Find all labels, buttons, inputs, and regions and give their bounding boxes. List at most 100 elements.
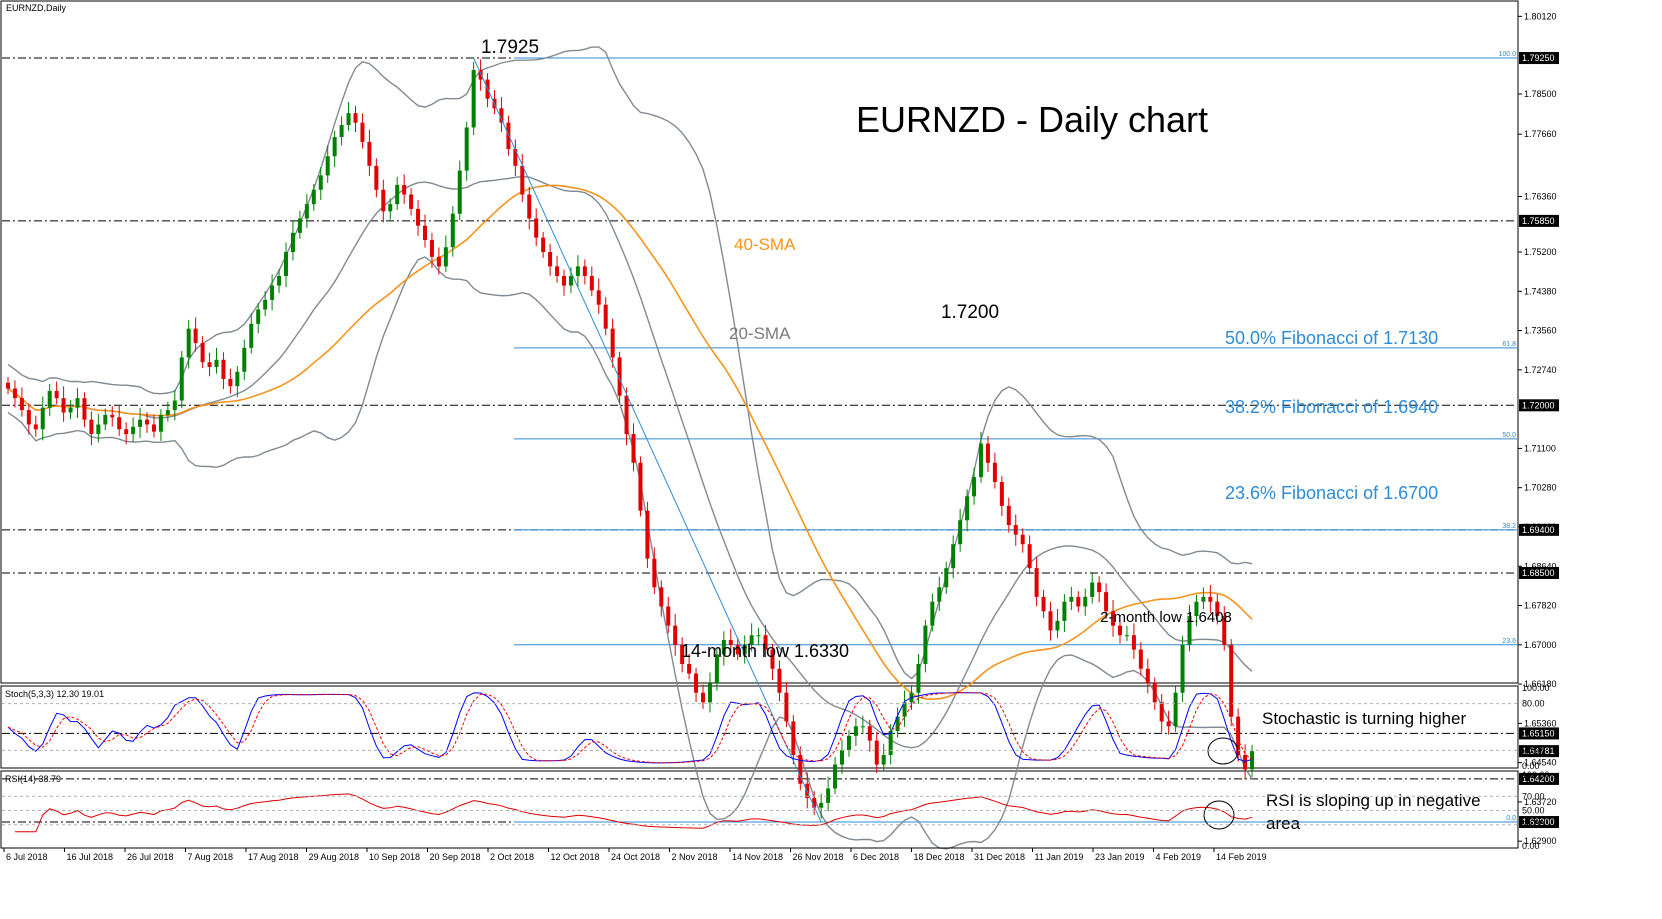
price-tag-box: [1519, 816, 1559, 829]
price-tag-box: [1519, 523, 1559, 536]
candle-body: [1013, 525, 1018, 535]
candle-body: [179, 357, 184, 401]
price-tag-box: [1519, 52, 1559, 65]
price-tag-label: 1.64781: [1522, 746, 1555, 756]
candle-body: [207, 362, 212, 367]
candle-body: [951, 544, 956, 569]
candle-body: [860, 726, 865, 728]
candle-body: [158, 414, 163, 432]
stoch-signal-line: [7, 692, 1253, 764]
time-tick-label: 18 Dec 2018: [914, 852, 965, 862]
candle-body: [833, 764, 838, 789]
time-tick-label: 12 Oct 2018: [551, 852, 600, 862]
candle-body: [958, 520, 963, 545]
sma-40-polyline: [7, 184, 1253, 701]
candle-body: [527, 194, 532, 219]
fib-trend: [473, 57, 822, 823]
candle-body: [471, 70, 476, 128]
rsi-line: [14, 793, 1253, 833]
candle-body: [965, 496, 970, 521]
price-tick-label: 1.74380: [1524, 286, 1557, 296]
candle-body: [1027, 544, 1032, 569]
candle-body: [1048, 611, 1053, 631]
rsi-level-label: 50.00: [1522, 806, 1545, 816]
candle-body: [1208, 596, 1213, 602]
candle-body: [784, 692, 789, 722]
candle-body: [416, 208, 421, 226]
price-tick-label: 1.77660: [1524, 129, 1557, 139]
candle-body: [221, 359, 226, 379]
candle-body: [707, 683, 712, 703]
candle-body: [881, 754, 886, 765]
candle-body: [256, 309, 261, 324]
candle-body: [360, 122, 365, 142]
candle-body: [228, 378, 233, 387]
candle-body: [332, 137, 337, 157]
price-tick-label: 1.70280: [1524, 483, 1557, 493]
price-tag-box: [1519, 745, 1559, 758]
rsi-annotation-line1: RSI is sloping up in negative: [1266, 791, 1481, 810]
candle-body: [1020, 534, 1025, 545]
time-tick-label: 16 Jul 2018: [67, 852, 114, 862]
candle-body: [117, 417, 122, 430]
candle-body: [1194, 601, 1199, 617]
candle-body: [749, 635, 754, 645]
candle-body: [1236, 716, 1241, 755]
candle-body: [666, 606, 671, 626]
candle-body: [756, 635, 761, 637]
stoch-level-label: 0.00: [1522, 761, 1540, 771]
candle-body: [596, 290, 601, 305]
candle-body: [701, 692, 705, 703]
candle-body: [1104, 592, 1109, 612]
candle-body: [297, 218, 302, 233]
candle-body: [242, 347, 247, 372]
candle-body: [409, 194, 414, 209]
time-tick-label: 7 Aug 2018: [188, 852, 234, 862]
candle-body: [464, 127, 469, 171]
candle-body: [311, 189, 316, 205]
time-tick-label: 10 Sep 2018: [369, 852, 420, 862]
candle-body: [840, 750, 844, 765]
candle-body: [999, 481, 1004, 506]
candle-body: [235, 371, 240, 387]
candle-body: [1152, 683, 1157, 703]
candle-body: [687, 663, 692, 674]
candle-body: [555, 266, 560, 276]
candle-body: [867, 726, 872, 741]
candle-body: [47, 390, 52, 408]
candle-body: [972, 477, 977, 497]
candle-body: [1201, 596, 1206, 602]
sub-high-label: 1.7200: [941, 302, 999, 323]
sma-20-line: [7, 175, 1253, 749]
candle-body: [6, 382, 10, 389]
price-tick-label: 1.72740: [1524, 365, 1557, 375]
time-tick-label: 14 Nov 2018: [732, 852, 783, 862]
candle-body: [61, 398, 66, 413]
time-tick-label: 17 Aug 2018: [248, 852, 299, 862]
high-label: 1.7925: [481, 37, 539, 58]
candle-body: [923, 625, 928, 664]
candle-body: [1097, 582, 1102, 593]
price-tick-label: 1.67820: [1524, 601, 1557, 611]
candle-body: [263, 299, 268, 310]
rsi-circle: [1203, 800, 1235, 830]
candle-body: [388, 204, 393, 212]
rsi-polyline: [14, 793, 1253, 833]
candle-body: [568, 275, 573, 286]
time-tick-label: 6 Jul 2018: [6, 852, 48, 862]
time-tick-label: 4 Feb 2019: [1156, 852, 1202, 862]
candle-body: [54, 390, 59, 399]
time-tick-label: 26 Nov 2018: [793, 852, 844, 862]
candle-body: [478, 70, 483, 80]
price-tick-label: 1.75200: [1524, 247, 1557, 257]
time-tick-label: 23 Jan 2019: [1095, 852, 1145, 862]
candle-body: [985, 443, 990, 463]
candle-body: [124, 429, 129, 435]
candle-body: [534, 218, 539, 238]
candle-body: [1124, 635, 1129, 637]
candle-body: [443, 247, 448, 267]
candle-body: [1173, 692, 1178, 727]
stoch-level-label: 20.00: [1522, 745, 1545, 755]
candle-body: [395, 184, 400, 205]
candle-body: [138, 419, 143, 427]
